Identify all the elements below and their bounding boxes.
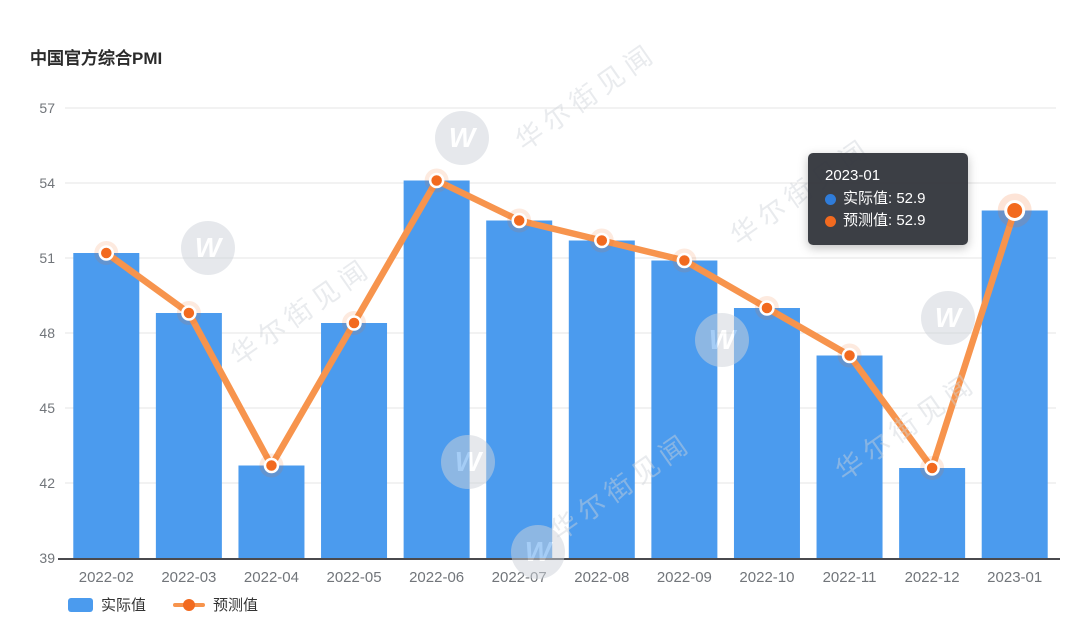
legend-label-forecast: 预测值 [213, 597, 259, 614]
tooltip-actual-value: 实际值: 52.9 [843, 190, 926, 207]
y-tick-label: 48 [39, 325, 55, 341]
page-title: 中国官方综合PMI [30, 49, 163, 68]
y-tick-label: 42 [39, 475, 55, 491]
x-tick-label: 2022-05 [327, 569, 382, 586]
bar-2022-04[interactable] [238, 465, 305, 559]
legend-item-actual[interactable]: 实际值 [68, 594, 146, 615]
legend-item-forecast[interactable]: 预测值 [173, 594, 258, 615]
legend-label-actual: 实际值 [101, 597, 147, 614]
series-marker-orange-icon [825, 215, 836, 227]
point-2022-04[interactable] [263, 457, 280, 474]
point-2022-11[interactable] [841, 347, 858, 364]
x-tick-label: 2022-06 [409, 569, 464, 586]
tooltip-row: 预测值: 52.9 [825, 210, 954, 232]
point-2023-01[interactable] [1004, 200, 1026, 221]
tooltip-forecast-value: 预测值: 52.9 [843, 212, 926, 229]
x-tick-label: 2022-07 [492, 569, 547, 586]
tooltip-date: 2023-01 [825, 167, 881, 184]
bar-2022-09[interactable] [651, 260, 718, 559]
y-tick-label: 51 [39, 250, 55, 266]
x-tick-label: 2022-02 [79, 569, 134, 586]
bar-2022-07[interactable] [486, 220, 553, 559]
x-tick-label: 2022-04 [244, 569, 299, 586]
bar-2023-01[interactable] [981, 210, 1048, 559]
bar-2022-02[interactable] [73, 253, 140, 558]
series-marker-blue-icon [825, 193, 836, 205]
line-marker-icon [173, 598, 206, 612]
tooltip: 2023-01 实际值: 52.9 预测值: 52.9 [808, 153, 968, 245]
legend: 实际值 预测值 [68, 594, 258, 615]
y-tick-label: 39 [39, 550, 55, 566]
point-2022-05[interactable] [346, 315, 362, 331]
bar-2022-12[interactable] [899, 468, 966, 558]
point-2022-02[interactable] [98, 245, 115, 261]
bar-2022-10[interactable] [733, 308, 800, 558]
bar-swatch-icon [68, 597, 93, 612]
point-2022-03[interactable] [181, 305, 197, 321]
bar-2022-08[interactable] [568, 240, 635, 559]
x-tick-label: 2022-08 [574, 569, 629, 586]
point-2022-12[interactable] [924, 460, 940, 476]
point-2022-06[interactable] [428, 172, 445, 189]
x-tick-label: 2022-03 [161, 569, 216, 586]
bar-2022-06[interactable] [403, 180, 470, 559]
y-tick-label: 57 [39, 100, 55, 116]
point-2022-08[interactable] [594, 232, 610, 249]
tooltip-row: 实际值: 52.9 [825, 188, 954, 210]
point-2022-09[interactable] [676, 252, 693, 269]
x-tick-label: 2022-12 [905, 569, 960, 586]
point-2022-10[interactable] [759, 300, 775, 316]
x-tick-label: 2022-10 [739, 569, 794, 586]
y-tick-label: 45 [39, 400, 55, 416]
point-2022-07[interactable] [511, 212, 527, 229]
x-tick-label: 2022-11 [823, 569, 877, 586]
y-tick-label: 54 [39, 175, 55, 191]
x-tick-label: 2023-01 [987, 569, 1042, 586]
forecast-line [103, 177, 1018, 472]
x-tick-label: 2022-09 [657, 569, 712, 586]
